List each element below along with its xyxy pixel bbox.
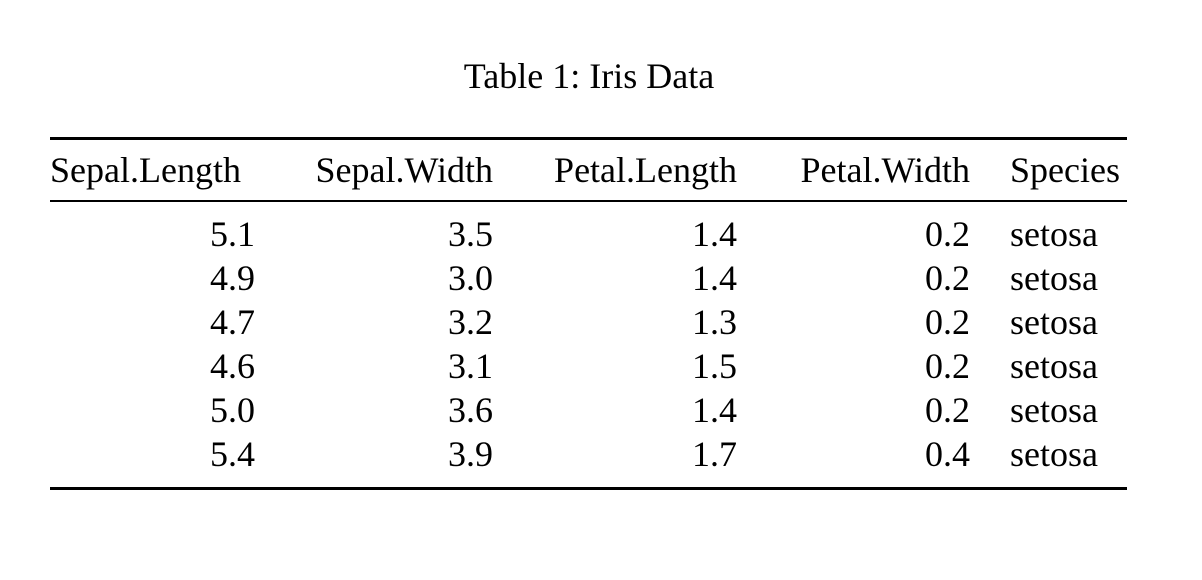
- table-header-row: Sepal.Length Sepal.Width Petal.Length Pe…: [50, 138, 1127, 202]
- table-row: 4.9 3.0 1.4 0.2 setosa: [50, 256, 1127, 300]
- table-cell: setosa: [1010, 258, 1098, 298]
- table-row: 5.4 3.9 1.7 0.4 setosa: [50, 432, 1127, 489]
- table-cell: 1.7: [692, 434, 737, 474]
- table-cell: 0.2: [925, 214, 970, 254]
- column-header-petal-width: Petal.Width: [737, 138, 970, 202]
- table-cell: setosa: [1010, 302, 1098, 342]
- table-row: 5.1 3.5 1.4 0.2 setosa: [50, 201, 1127, 256]
- table-body: 5.1 3.5 1.4 0.2 setosa 4.9 3.0 1.4 0.2 s…: [50, 201, 1127, 489]
- table-cell: 3.0: [448, 258, 493, 298]
- table-cell: setosa: [1010, 346, 1098, 386]
- table-cell: 4.6: [210, 346, 255, 386]
- column-header-petal-length: Petal.Length: [493, 138, 737, 202]
- table-cell: 1.4: [692, 390, 737, 430]
- table-cell: 3.2: [448, 302, 493, 342]
- table-cell: 5.0: [210, 390, 255, 430]
- table-cell: 0.4: [925, 434, 970, 474]
- table-cell: 3.6: [448, 390, 493, 430]
- table-cell: 0.2: [925, 302, 970, 342]
- table-cell: 3.9: [448, 434, 493, 474]
- table-cell: 1.4: [692, 258, 737, 298]
- table-cell: 4.7: [210, 302, 255, 342]
- table-cell: 3.5: [448, 214, 493, 254]
- iris-data-table: Sepal.Length Sepal.Width Petal.Length Pe…: [50, 137, 1127, 490]
- document-page: Table 1: Iris Data Sepal.Length Sepal.Wi…: [50, 0, 1128, 490]
- table-cell: 1.5: [692, 346, 737, 386]
- table-cell: setosa: [1010, 390, 1098, 430]
- table-cell: 0.2: [925, 346, 970, 386]
- table-cell: 1.3: [692, 302, 737, 342]
- table-row: 5.0 3.6 1.4 0.2 setosa: [50, 388, 1127, 432]
- table-cell: 5.1: [210, 214, 255, 254]
- column-header-sepal-width: Sepal.Width: [255, 138, 493, 202]
- table-cell: setosa: [1010, 214, 1098, 254]
- table-cell: 4.9: [210, 258, 255, 298]
- column-header-sepal-length: Sepal.Length: [50, 138, 255, 202]
- table-cell: 1.4: [692, 214, 737, 254]
- table-cell: 3.1: [448, 346, 493, 386]
- column-header-species: Species: [970, 138, 1127, 202]
- table-row: 4.7 3.2 1.3 0.2 setosa: [50, 300, 1127, 344]
- table-caption: Table 1: Iris Data: [463, 56, 715, 96]
- table-cell: 0.2: [925, 390, 970, 430]
- table-header: Sepal.Length Sepal.Width Petal.Length Pe…: [50, 138, 1127, 202]
- table-cell: setosa: [1010, 434, 1098, 474]
- table-cell: 5.4: [210, 434, 255, 474]
- table-cell: 0.2: [925, 258, 970, 298]
- table-row: 4.6 3.1 1.5 0.2 setosa: [50, 344, 1127, 388]
